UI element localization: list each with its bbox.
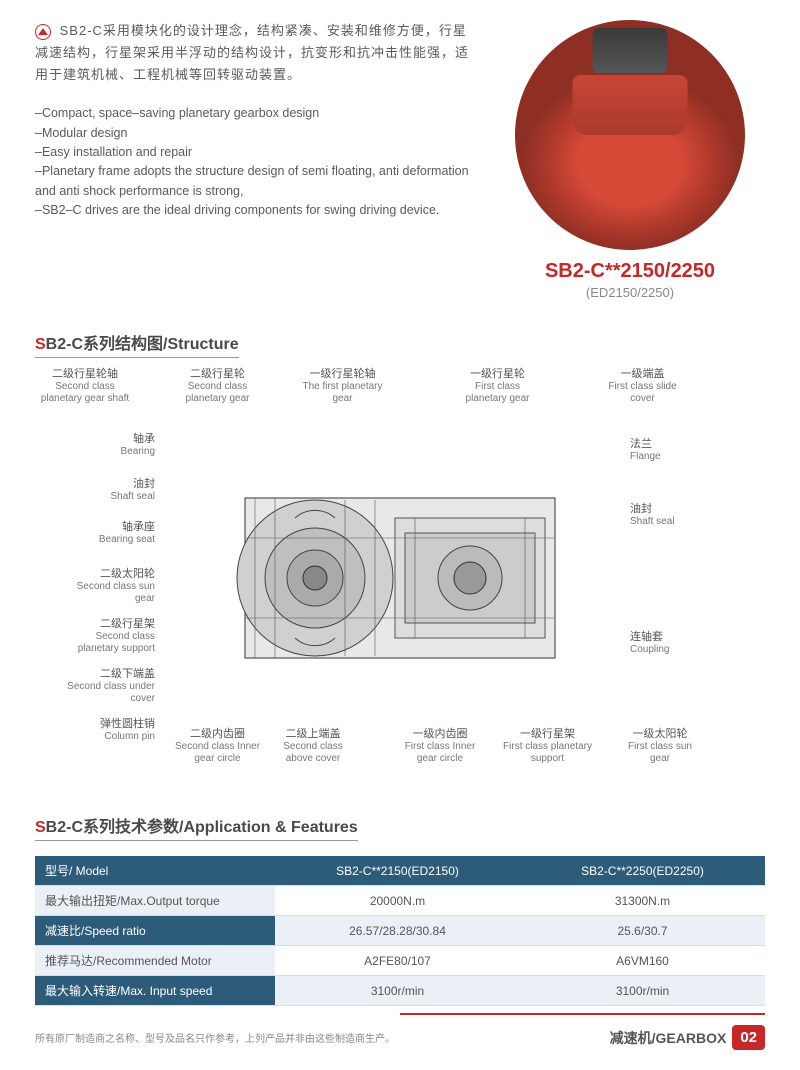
label-right-2: 连轴套Coupling	[630, 631, 740, 656]
bullet-1: –Modular design	[35, 124, 475, 143]
model-sub: (ED2150/2250)	[495, 285, 765, 300]
label-left-4: 二级行星架Second class planetary support	[55, 618, 155, 655]
product-image	[515, 20, 745, 250]
label-top-1: 二级行星轮Second class planetary gear	[175, 368, 260, 405]
row1-v1: 26.57/28.28/30.84	[275, 916, 520, 946]
label-top-4: 一级端盖First class slide cover	[605, 368, 680, 405]
row3-v1: 3100r/min	[275, 976, 520, 1006]
th-model: 型号/ Model	[35, 856, 275, 886]
row1-v2: 25.6/30.7	[520, 916, 765, 946]
gearbox-cross-section	[215, 438, 585, 708]
params-title-en: /Application & Features	[179, 819, 358, 836]
bullet-4: –SB2–C drives are the ideal driving comp…	[35, 201, 475, 220]
bullet-icon	[35, 24, 51, 40]
row0-v1: 20000N.m	[275, 886, 520, 916]
label-right-1: 油封Shaft seal	[630, 503, 740, 528]
row2-v1: A2FE80/107	[275, 946, 520, 976]
label-left-6: 弹性圆柱销Column pin	[55, 718, 155, 743]
label-top-3: 一级行星轮First class planetary gear	[455, 368, 540, 405]
label-bot-4: 一级太阳轮First class sun gear	[620, 728, 700, 765]
label-bot-3: 一级行星架First class planetary support	[500, 728, 595, 765]
bullet-2: –Easy installation and repair	[35, 143, 475, 162]
intro-english-list: –Compact, space–saving planetary gearbox…	[35, 104, 475, 220]
th-col2: SB2-C**2250(ED2250)	[520, 856, 765, 886]
params-title-cn: B2-C系列技术参数	[46, 819, 179, 836]
params-table: 型号/ Model SB2-C**2150(ED2150) SB2-C**225…	[35, 856, 765, 1006]
row2-v2: A6VM160	[520, 946, 765, 976]
params-title: SB2-C系列技术参数/Application & Features	[35, 813, 358, 841]
label-left-3: 二级太阳轮Second class sun gear	[55, 568, 155, 605]
label-bot-2: 一级内齿圈First class Inner gear circle	[395, 728, 485, 765]
structure-title: SB2-C系列结构图/Structure	[35, 330, 239, 358]
model-code: SB2-C**2150/2250	[495, 260, 765, 283]
page-footer: 所有原厂制造商之名称、型号及品名只作参考，上列产品并非由这些制造商生产。 减速机…	[35, 1025, 765, 1050]
label-top-2: 一级行星轮轴The first planetary gear	[300, 368, 385, 405]
row1-label: 减速比/Speed ratio	[35, 916, 275, 946]
bullet-0: –Compact, space–saving planetary gearbox…	[35, 104, 475, 123]
label-left-0: 轴承Bearing	[55, 433, 155, 458]
label-left-5: 二级下端盖Second class under cover	[55, 668, 155, 705]
row3-label: 最大输入转速/Max. Input speed	[35, 976, 275, 1006]
label-right-0: 法兰Flange	[630, 438, 740, 463]
label-top-0: 二级行星轮轴Second class planetary gear shaft	[35, 368, 135, 405]
th-col1: SB2-C**2150(ED2150)	[275, 856, 520, 886]
structure-title-en: /Structure	[163, 336, 239, 353]
row2-label: 推荐马达/Recommended Motor	[35, 946, 275, 976]
footer-note: 所有原厂制造商之名称、型号及品名只作参考，上列产品并非由这些制造商生产。	[35, 1030, 395, 1045]
page-number: 02	[732, 1025, 765, 1050]
footer-category: 减速机/GEARBOX	[610, 1028, 727, 1048]
structure-title-cn: B2-C系列结构图	[46, 336, 163, 353]
footer-separator	[400, 1013, 765, 1015]
row0-label: 最大输出扭矩/Max.Output torque	[35, 886, 275, 916]
row3-v2: 3100r/min	[520, 976, 765, 1006]
label-bot-0: 二级内齿圈Second class Inner gear circle	[170, 728, 265, 765]
intro-chinese: SB2-C采用模块化的设计理念，结构紧凑、安装和维修方便，行星减速结构，行星架采…	[35, 20, 475, 86]
bullet-3: –Planetary frame adopts the structure de…	[35, 162, 475, 201]
label-bot-1: 二级上端盖Second class above cover	[273, 728, 353, 765]
label-left-1: 油封Shaft seal	[55, 478, 155, 503]
label-left-2: 轴承座Bearing seat	[55, 521, 155, 546]
row0-v2: 31300N.m	[520, 886, 765, 916]
intro-cn-text: SB2-C采用模块化的设计理念，结构紧凑、安装和维修方便，行星减速结构，行星架采…	[35, 23, 469, 82]
structure-diagram: 二级行星轮轴Second class planetary gear shaft …	[35, 373, 765, 773]
